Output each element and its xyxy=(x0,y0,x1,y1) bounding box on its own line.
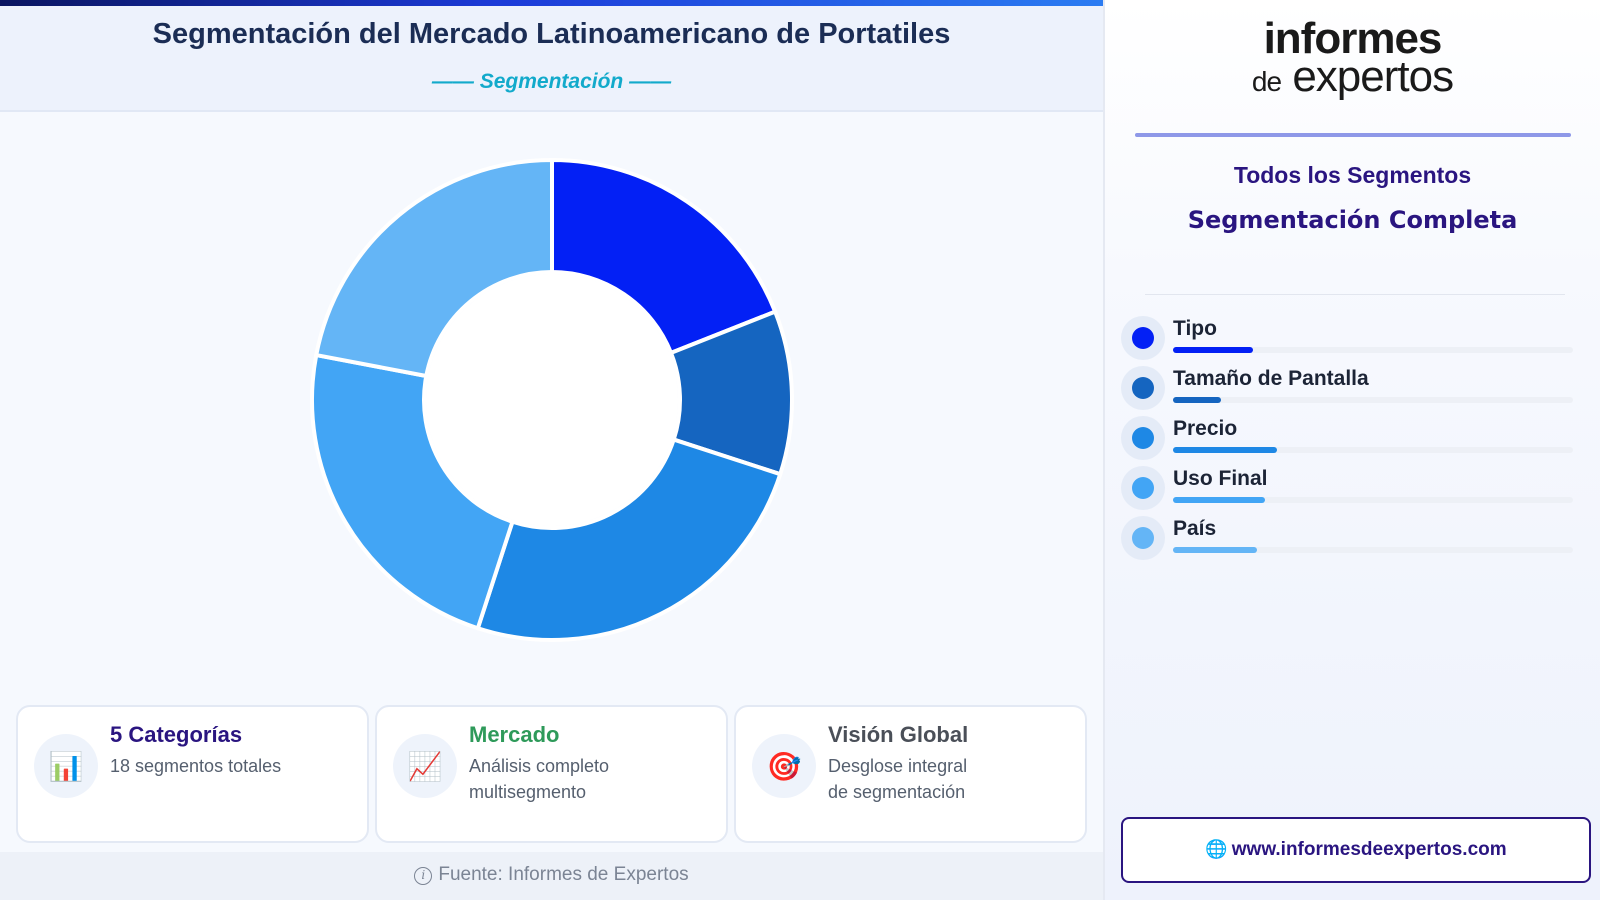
website-link[interactable]: 🌐 www.informesdeexpertos.com xyxy=(1121,817,1591,883)
legend-item-pais: País xyxy=(1105,512,1600,562)
card-description: 18 segmentos totales xyxy=(110,756,282,776)
legend-item-uso-final: Uso Final xyxy=(1105,462,1600,512)
source-footer: i Fuente: Informes de Expertos xyxy=(0,852,1103,900)
legend-swatch xyxy=(1132,427,1154,449)
legend-item-precio: Precio xyxy=(1105,412,1600,462)
legend-bar xyxy=(1173,347,1573,353)
line-chart-icon: 📈 xyxy=(393,734,457,798)
card-categories: 📊 5 Categorías 18 segmentos totales xyxy=(16,705,369,843)
donut-slice-pais xyxy=(313,157,554,379)
card-description: Análisis completo multisegmento xyxy=(469,756,610,802)
card-global-vision: 🎯 Visión Global Desglose integral de seg… xyxy=(734,705,1087,843)
legend-bar xyxy=(1173,397,1573,403)
page-title: Segmentación del Mercado Latinoamericano… xyxy=(152,18,951,50)
legend-item-tamano-de-pantalla: Tamaño de Pantalla xyxy=(1105,362,1600,412)
donut-slice-precio xyxy=(475,437,783,642)
sidebar-title: Todos los Segmentos xyxy=(1233,162,1472,188)
donut-slice-tipo xyxy=(550,157,778,356)
legend-swatch xyxy=(1132,527,1154,549)
logo-line-1: informes xyxy=(1263,14,1443,63)
legend-bar-fill xyxy=(1173,497,1265,503)
legend-bar-fill xyxy=(1173,547,1257,553)
website-url: www.informesdeexpertos.com xyxy=(1231,839,1507,860)
donut-slice-uso-final xyxy=(310,352,515,631)
sidebar: informes de expertos Todos los Segmentos… xyxy=(1103,0,1600,900)
source-text: Fuente: Informes de Expertos xyxy=(438,864,689,885)
top-accent-bar xyxy=(0,0,1103,6)
legend-swatch xyxy=(1132,477,1154,499)
card-description: Desglose integral de segmentación xyxy=(828,756,968,802)
legend-swatch xyxy=(1132,327,1154,349)
legend-bar-fill xyxy=(1173,347,1253,353)
sidebar-subtitle: Segmentación Completa xyxy=(1187,206,1518,234)
donut-chart xyxy=(310,157,794,642)
divider xyxy=(1145,294,1565,295)
globe-icon: 🌐 xyxy=(1205,839,1228,859)
donut-chart-area xyxy=(0,112,1103,692)
legend-label: Tipo xyxy=(1173,317,1217,340)
brand-logo: informes de expertos xyxy=(1105,14,1600,104)
legend-bar-fill xyxy=(1173,447,1277,453)
legend-bar xyxy=(1173,497,1573,503)
legend-swatch xyxy=(1132,377,1154,399)
legend-label: Uso Final xyxy=(1173,467,1268,490)
bar-chart-icon: 📊 xyxy=(34,734,98,798)
legend-label: País xyxy=(1173,517,1217,540)
header: Segmentación del Mercado Latinoamericano… xyxy=(0,6,1103,112)
logo-line-2-large: expertos xyxy=(1292,52,1454,101)
legend-bar xyxy=(1173,547,1573,553)
card-market: 📈 Mercado Análisis completo multisegment… xyxy=(375,705,728,843)
chart-legend: Tipo Tamaño de Pantalla Precio Uso Final… xyxy=(1105,312,1600,562)
page-subtitle: —— Segmentación —— xyxy=(431,70,672,93)
legend-label: Tamaño de Pantalla xyxy=(1173,367,1369,390)
card-title: 5 Categorías xyxy=(110,722,243,747)
legend-bar xyxy=(1173,447,1573,453)
main-panel: Segmentación del Mercado Latinoamericano… xyxy=(0,0,1103,900)
card-title: Mercado xyxy=(469,722,560,747)
card-title: Visión Global xyxy=(828,722,969,747)
info-icon: i xyxy=(414,867,433,885)
legend-bar-fill xyxy=(1173,397,1221,403)
divider xyxy=(1135,133,1571,137)
target-icon: 🎯 xyxy=(752,734,816,798)
logo-line-2: de expertos xyxy=(1105,52,1600,102)
logo-line-2-small: de xyxy=(1251,66,1282,97)
legend-label: Precio xyxy=(1173,417,1238,440)
donut-hole xyxy=(426,274,678,526)
legend-item-tipo: Tipo xyxy=(1105,312,1600,362)
